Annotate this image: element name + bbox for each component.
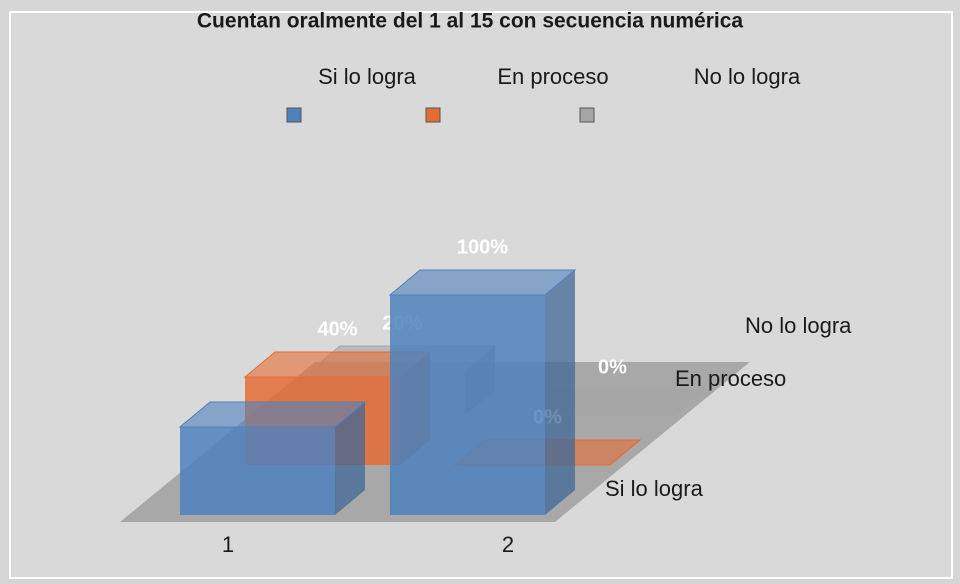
bar-front (180, 427, 335, 515)
x-tick-label: 1 (222, 532, 234, 557)
bar-top (388, 269, 577, 296)
bar (388, 269, 577, 515)
legend-label: En proceso (497, 64, 608, 89)
data-label: 100% (457, 236, 508, 258)
legend-label: Si lo logra (318, 64, 417, 89)
depth-label: Si lo logra (605, 476, 704, 501)
legend-swatch (286, 107, 302, 123)
x-tick-label: 2 (502, 532, 514, 557)
legend-swatch (425, 107, 441, 123)
legend-label: No lo logra (694, 64, 801, 89)
legend-swatch (579, 107, 595, 123)
depth-label: No lo logra (745, 313, 852, 338)
depth-label: En proceso (675, 366, 786, 391)
bar-side (335, 402, 365, 515)
chart-title: Cuentan oralmente del 1 al 15 con secuen… (197, 10, 744, 33)
bar-front (390, 295, 545, 515)
data-label: 0% (598, 356, 627, 378)
bar-top (178, 401, 367, 428)
data-label: 40% (317, 318, 357, 340)
bar (178, 401, 367, 515)
bar-side (545, 270, 575, 515)
